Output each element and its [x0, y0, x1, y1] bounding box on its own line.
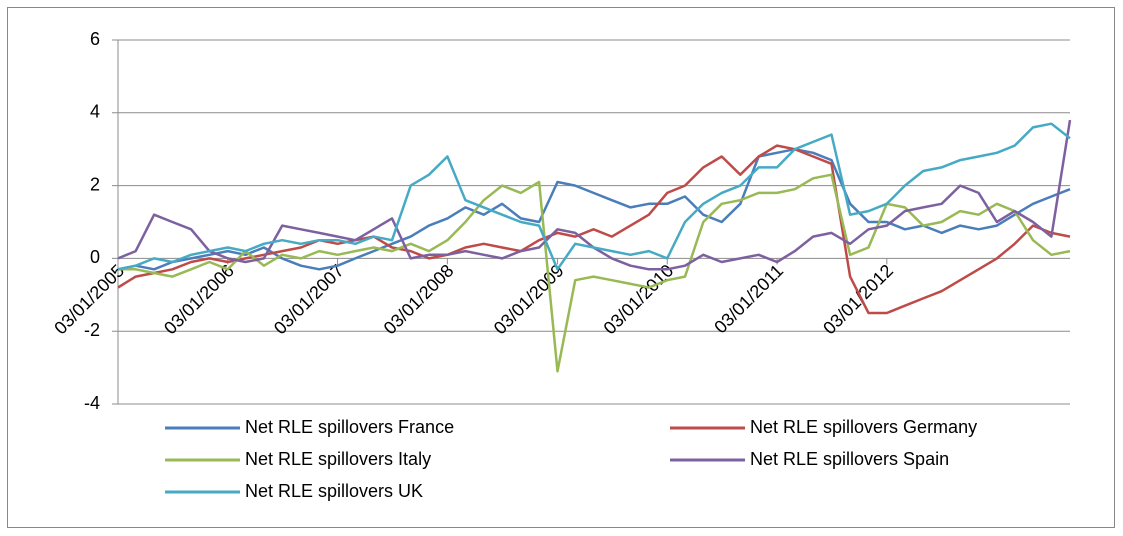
y-tick-label: 4	[90, 102, 100, 122]
legend-label: Net RLE spillovers Italy	[245, 449, 431, 469]
legend-label: Net RLE spillovers Spain	[750, 449, 949, 469]
legend-label: Net RLE spillovers France	[245, 417, 454, 437]
series-line	[117, 144, 1071, 315]
y-tick-label: -2	[84, 320, 100, 340]
y-tick-label: -4	[84, 393, 100, 413]
y-tick-label: 0	[90, 247, 100, 267]
y-tick-label: 6	[90, 29, 100, 49]
series-line	[118, 173, 1071, 373]
series-line	[117, 147, 1071, 271]
legend-label: Net RLE spillovers UK	[245, 481, 423, 501]
y-tick-label: 2	[90, 174, 100, 194]
chart-border	[7, 7, 1115, 528]
series-line	[117, 122, 1071, 271]
legend-label: Net RLE spillovers Germany	[750, 417, 977, 437]
